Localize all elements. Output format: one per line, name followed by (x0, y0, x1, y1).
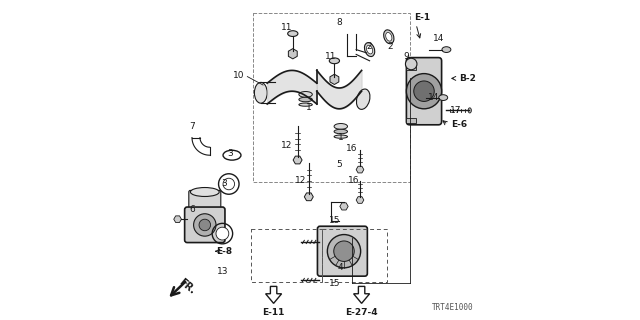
FancyBboxPatch shape (406, 58, 442, 125)
Text: E-1: E-1 (415, 13, 431, 22)
Circle shape (194, 214, 216, 236)
Text: 16: 16 (348, 176, 359, 185)
Text: 15: 15 (329, 279, 340, 288)
Bar (322, 229, 387, 282)
Circle shape (406, 74, 442, 109)
Text: E-6: E-6 (451, 120, 467, 129)
Text: 10: 10 (233, 71, 244, 80)
Ellipse shape (299, 97, 312, 102)
Ellipse shape (255, 83, 268, 103)
Text: 7: 7 (189, 122, 195, 131)
Circle shape (199, 219, 211, 231)
Text: 8: 8 (337, 18, 342, 27)
Text: 5: 5 (337, 160, 342, 169)
Text: 11: 11 (326, 52, 337, 60)
Text: E-27-4: E-27-4 (346, 308, 378, 317)
Text: 2: 2 (367, 42, 372, 51)
Ellipse shape (334, 135, 348, 138)
Ellipse shape (299, 92, 312, 97)
Ellipse shape (329, 58, 339, 64)
Text: 3: 3 (221, 180, 227, 188)
Ellipse shape (299, 103, 312, 106)
Ellipse shape (287, 31, 298, 36)
Text: 12: 12 (295, 176, 307, 185)
Text: 6: 6 (189, 205, 195, 214)
Text: 4: 4 (338, 263, 344, 272)
Ellipse shape (468, 108, 472, 113)
Text: 9: 9 (404, 52, 409, 60)
FancyBboxPatch shape (185, 207, 225, 243)
Text: B-2: B-2 (460, 74, 476, 83)
Ellipse shape (383, 30, 394, 44)
Text: 13: 13 (217, 268, 228, 276)
Text: 15: 15 (329, 216, 340, 225)
Ellipse shape (442, 47, 451, 52)
FancyBboxPatch shape (406, 66, 416, 70)
Text: 3: 3 (228, 149, 233, 158)
Ellipse shape (364, 43, 375, 57)
Ellipse shape (367, 45, 372, 54)
FancyBboxPatch shape (317, 226, 367, 276)
Text: 12: 12 (281, 141, 292, 150)
Ellipse shape (191, 188, 219, 196)
Ellipse shape (439, 95, 448, 100)
Bar (251, 229, 322, 282)
Text: 14: 14 (428, 93, 439, 102)
Circle shape (414, 81, 435, 101)
Polygon shape (354, 286, 370, 303)
Circle shape (334, 241, 355, 261)
Text: FR.: FR. (177, 277, 197, 296)
Text: 14: 14 (433, 34, 444, 43)
Text: 1: 1 (306, 103, 312, 112)
Text: 11: 11 (281, 23, 292, 32)
Text: 16: 16 (346, 144, 358, 153)
Ellipse shape (386, 32, 392, 41)
Circle shape (328, 235, 361, 268)
Text: TRT4E1000: TRT4E1000 (432, 303, 474, 312)
Ellipse shape (334, 124, 348, 129)
FancyBboxPatch shape (189, 190, 221, 213)
Text: 17: 17 (451, 106, 461, 115)
Circle shape (406, 58, 417, 70)
Ellipse shape (356, 89, 370, 109)
Polygon shape (266, 286, 282, 303)
Text: E-8: E-8 (216, 247, 232, 256)
FancyBboxPatch shape (406, 118, 416, 123)
Ellipse shape (334, 129, 348, 134)
Circle shape (223, 178, 235, 190)
Text: 2: 2 (388, 42, 393, 51)
Text: 1: 1 (338, 133, 344, 142)
Circle shape (216, 227, 229, 240)
Text: E-11: E-11 (262, 308, 285, 317)
